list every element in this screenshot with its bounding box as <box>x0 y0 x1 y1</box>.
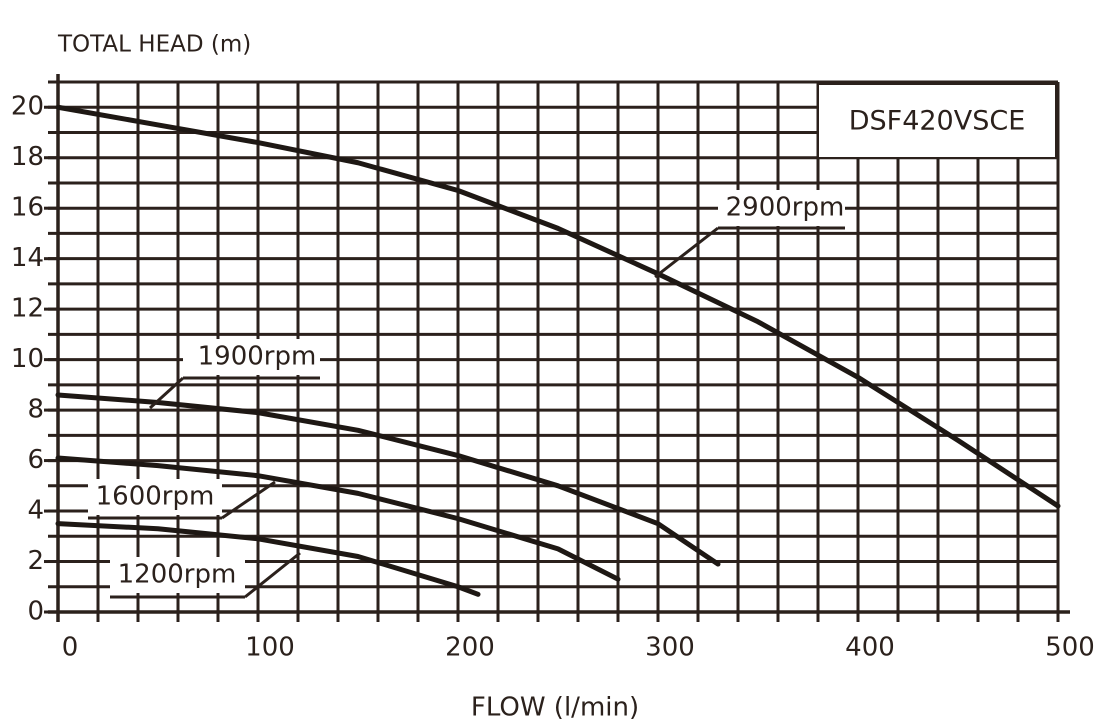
y-tick-label: 18 <box>11 142 44 172</box>
x-tick-label: 500 <box>1045 633 1095 663</box>
x-tick-label: 300 <box>645 633 695 663</box>
y-tick-label: 14 <box>11 243 44 273</box>
y-tick-label: 20 <box>11 92 44 122</box>
y-tick-label: 10 <box>11 344 44 374</box>
y-tick-label: 2 <box>27 546 44 576</box>
label-bg <box>183 339 320 375</box>
x-tick-label: 400 <box>845 633 895 663</box>
y-tick-label: 6 <box>27 445 44 475</box>
legend-label: 1200rpm <box>118 560 237 590</box>
y-tick-label: 8 <box>27 395 44 425</box>
label-bg <box>110 557 245 593</box>
y-axis-label: TOTAL HEAD (m) <box>57 32 251 58</box>
x-tick-label: 0 <box>62 633 79 663</box>
leader-line <box>654 226 719 279</box>
x-tick-label: 200 <box>445 633 495 663</box>
leader-line <box>221 480 276 520</box>
legend-label: 2900rpm <box>726 193 845 223</box>
curve <box>55 392 721 567</box>
curve <box>55 104 1061 509</box>
model-label: DSF420VSCE <box>849 106 1026 137</box>
legend-label: 1900rpm <box>198 342 317 372</box>
legend-label: 1600rpm <box>96 482 215 512</box>
y-tick-label: 16 <box>11 193 44 223</box>
y-tick-label: 12 <box>11 294 44 324</box>
x-tick-label: 100 <box>245 633 295 663</box>
curve <box>55 521 481 597</box>
leader-line <box>244 551 301 599</box>
x-axis-label: FLOW (l/min) <box>471 693 639 720</box>
label-bg <box>88 479 222 515</box>
y-tick-label: 0 <box>27 597 44 627</box>
label-bg <box>718 190 845 226</box>
model-box <box>817 83 1057 159</box>
y-tick-label: 4 <box>27 496 44 526</box>
curve <box>55 455 621 582</box>
leader-line <box>148 376 185 410</box>
